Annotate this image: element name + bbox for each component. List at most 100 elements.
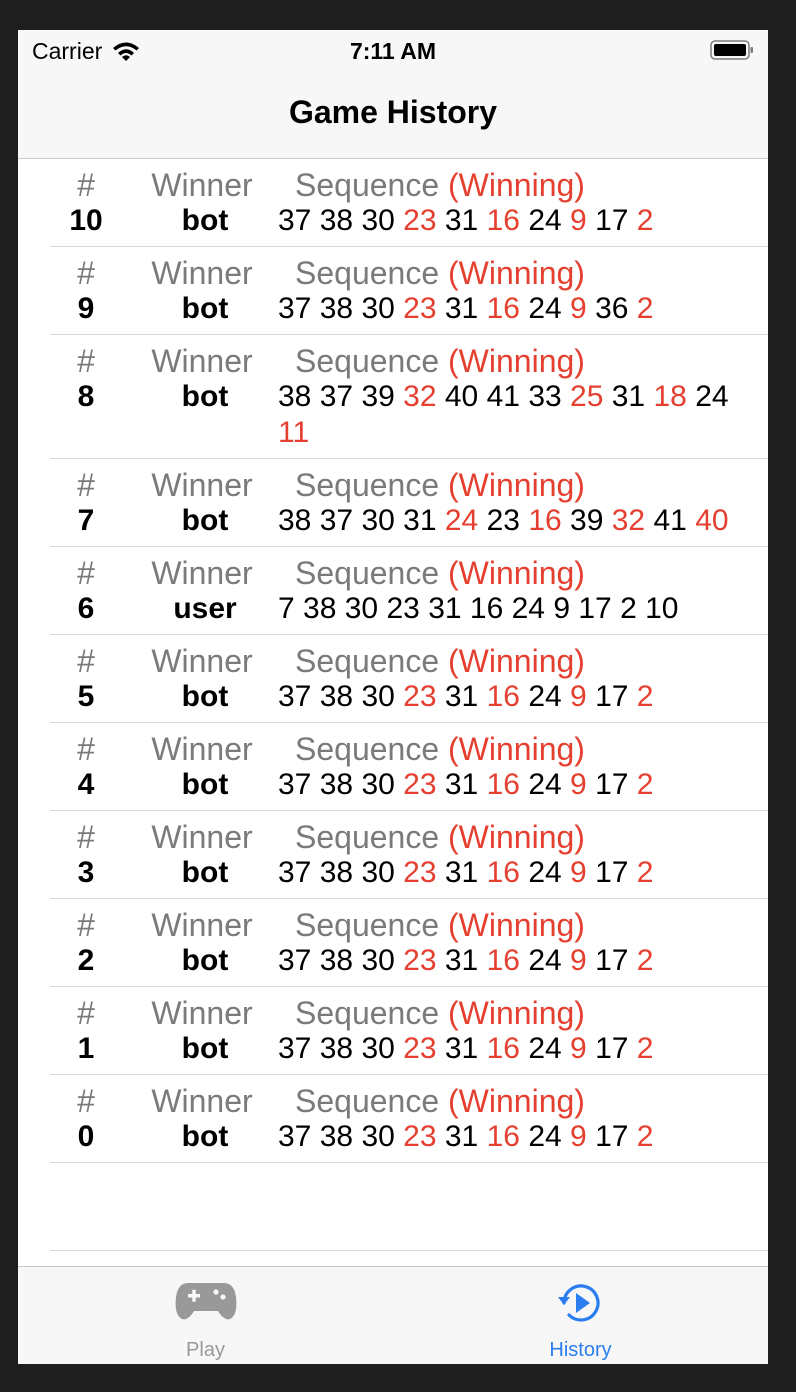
winning-header-label: (Winning) — [448, 467, 585, 503]
winning-move: 23 — [403, 1032, 437, 1065]
winning-move: 23 — [403, 856, 437, 889]
winning-header-label: (Winning) — [448, 995, 585, 1031]
move: 7 — [278, 592, 295, 625]
history-row[interactable]: # Winner Sequence (Winning) 1 bot 37 38 30 23… — [50, 987, 768, 1075]
history-row[interactable]: # Winner Sequence (Winning) 4 bot 37 38 30 23… — [50, 723, 768, 811]
winner-header: Winner — [151, 343, 253, 379]
move: 17 — [595, 1120, 629, 1153]
move: 38 — [319, 1032, 354, 1065]
move: 31 — [444, 1120, 479, 1153]
move-sequence: 37 38 30 23 31 16 24 9 17 2 — [278, 1119, 758, 1155]
move: 30 — [361, 204, 395, 237]
history-row[interactable]: # Winner Sequence (Winning) 0 bot 37 38 30 23… — [50, 1075, 768, 1163]
history-row[interactable]: # Winner Sequence (Winning) 5 bot 37 38 30 23… — [50, 635, 768, 723]
winner-header: Winner — [151, 995, 253, 1031]
winning-move: 23 — [403, 1120, 437, 1153]
sequence-header: Sequence (Winning) — [295, 167, 585, 203]
move: 31 — [428, 592, 462, 625]
winning-move: 16 — [486, 944, 520, 977]
move: 38 — [319, 944, 354, 977]
game-history-list[interactable]: # Winner Sequence (Winning) 10 bot 37 38 30 2… — [18, 159, 768, 1251]
tab-history[interactable]: History — [393, 1267, 768, 1364]
winner-header: Winner — [151, 467, 253, 503]
history-row[interactable]: # Winner Sequence (Winning) 9 bot 37 38 30 23… — [50, 247, 768, 335]
move-sequence: 7 38 30 23 31 16 24 9 17 2 10 — [278, 591, 758, 627]
winning-move: 2 — [636, 680, 654, 713]
game-winner: bot — [181, 1120, 229, 1153]
move: 9 — [553, 592, 571, 625]
winning-move: 9 — [570, 204, 587, 237]
move: 40 — [444, 380, 479, 413]
winning-move: 9 — [570, 944, 587, 977]
number-header: # — [77, 819, 95, 855]
history-row[interactable]: # Winner Sequence (Winning) 2 bot 37 38 30 23… — [50, 899, 768, 987]
move: 17 — [595, 204, 629, 237]
move: 38 — [278, 504, 312, 537]
move: 17 — [595, 768, 629, 801]
tab-play[interactable]: Play — [18, 1267, 393, 1364]
winning-header-label: (Winning) — [448, 1083, 585, 1119]
move: 39 — [361, 380, 395, 413]
move: 2 — [620, 592, 637, 625]
move: 36 — [595, 292, 629, 325]
number-header: # — [77, 643, 95, 679]
move: 23 — [486, 504, 520, 537]
carrier-label: Carrier — [32, 38, 103, 64]
move-sequence: 37 38 30 23 31 16 24 9 17 2 — [278, 203, 758, 239]
move: 10 — [645, 592, 679, 625]
history-row[interactable]: # Winner Sequence (Winning) 8 bot 38 37 39 32… — [50, 335, 768, 459]
game-number: 0 — [77, 1120, 95, 1153]
move: 31 — [403, 504, 437, 537]
winner-header: Winner — [151, 731, 253, 767]
winning-move: 25 — [570, 380, 604, 413]
move: 31 — [444, 856, 479, 889]
game-number: 1 — [77, 1032, 95, 1065]
move: 17 — [578, 592, 612, 625]
game-number: 7 — [77, 504, 95, 537]
sequence-header-label: Sequence — [295, 1083, 440, 1119]
history-replay-icon — [557, 1284, 600, 1322]
move-sequence: 38 37 39 32 40 41 33 25 31 18 24 11 — [278, 379, 758, 451]
sequence-header-label: Sequence — [295, 819, 440, 855]
game-winner: bot — [181, 292, 229, 325]
tab-bar: Play History — [18, 1266, 768, 1364]
winner-header: Winner — [151, 555, 253, 591]
carrier-indicator: Carrier — [32, 38, 142, 65]
winning-move: 9 — [570, 680, 587, 713]
winning-move: 23 — [403, 204, 437, 237]
game-winner: bot — [181, 504, 229, 537]
winning-move: 16 — [486, 1120, 520, 1153]
move: 31 — [444, 944, 479, 977]
move: 37 — [278, 856, 312, 889]
winning-move: 18 — [653, 380, 687, 413]
move: 30 — [361, 1032, 395, 1065]
winning-move: 23 — [403, 680, 437, 713]
number-header: # — [77, 1083, 95, 1119]
sequence-header: Sequence (Winning) — [295, 255, 585, 291]
move: 31 — [444, 768, 479, 801]
move-sequence: 37 38 30 23 31 16 24 9 17 2 — [278, 943, 758, 979]
move: 24 — [528, 1120, 562, 1153]
sequence-header: Sequence (Winning) — [295, 555, 585, 591]
move: 37 — [319, 380, 354, 413]
move: 24 — [528, 768, 562, 801]
history-row[interactable]: # Winner Sequence (Winning) 10 bot 37 38 30 2… — [50, 159, 768, 247]
move: 24 — [528, 204, 562, 237]
history-row[interactable]: # Winner Sequence (Winning) 3 bot 37 38 30 23… — [50, 811, 768, 899]
winning-move: 16 — [486, 204, 520, 237]
winning-move: 9 — [570, 292, 587, 325]
tab-play-label: Play — [186, 1339, 225, 1361]
sequence-header-label: Sequence — [295, 467, 440, 503]
game-number: 3 — [77, 856, 95, 889]
move: 30 — [361, 504, 395, 537]
history-row[interactable]: # Winner Sequence (Winning) 6 user 7 38 30 23… — [50, 547, 768, 635]
game-winner: bot — [181, 856, 229, 889]
history-row[interactable]: # Winner Sequence (Winning) 7 bot 38 37 30 31… — [50, 459, 768, 547]
winning-header-label: (Winning) — [448, 907, 585, 943]
move: 30 — [344, 592, 379, 625]
move: 41 — [653, 504, 687, 537]
sequence-header-label: Sequence — [295, 167, 440, 203]
winning-header-label: (Winning) — [448, 343, 585, 379]
game-winner: bot — [181, 204, 229, 237]
winning-move: 2 — [636, 292, 654, 325]
